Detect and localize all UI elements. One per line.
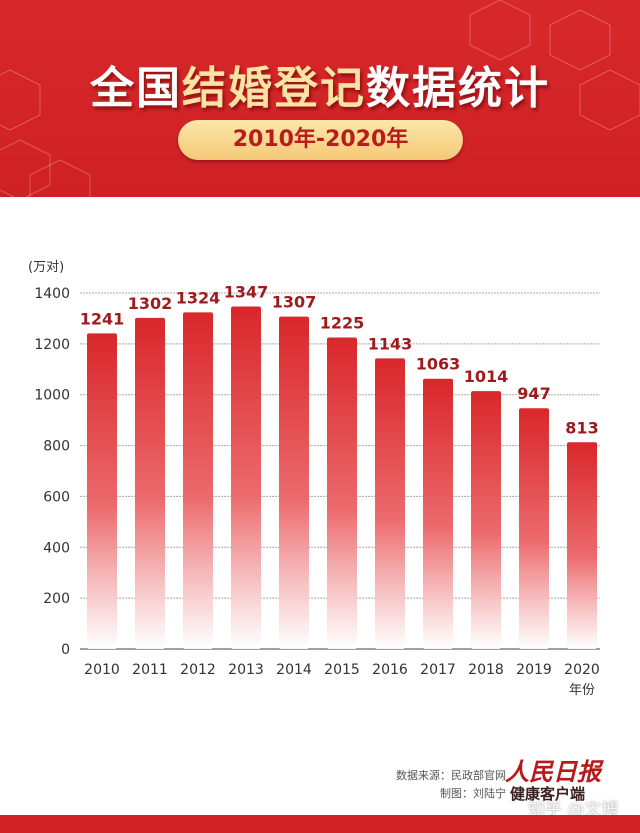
- bar-2010: [87, 333, 117, 649]
- title-part2: 数据统计: [366, 63, 550, 114]
- x-tick-label: 2019: [516, 662, 552, 678]
- title-highlight: 结婚登记: [182, 63, 366, 114]
- bar-2016: [375, 358, 405, 649]
- people-daily-logo: 人民日报: [505, 757, 601, 786]
- y-tick-label: 200: [43, 591, 70, 607]
- data-label: 1302: [128, 294, 173, 313]
- x-tick-label: 2014: [276, 662, 312, 678]
- footer-strip: [0, 815, 640, 833]
- year-range-badge: 2010年-2020年: [178, 120, 463, 160]
- data-label: 1241: [80, 309, 125, 328]
- data-label: 1014: [464, 367, 509, 386]
- bar-2018: [471, 391, 501, 649]
- bar-2011: [135, 317, 165, 649]
- x-tick-label: 2010: [84, 662, 120, 678]
- bar-2019: [519, 408, 549, 649]
- y-tick-label: 0: [61, 642, 70, 658]
- data-label: 947: [517, 384, 550, 403]
- y-tick-label: 800: [43, 439, 70, 455]
- data-label: 813: [565, 418, 598, 437]
- data-label: 1307: [272, 293, 317, 312]
- bar-2012: [183, 312, 213, 649]
- y-axis-label: (万对): [28, 260, 64, 275]
- x-tick-label: 2012: [180, 662, 216, 678]
- data-label: 1063: [416, 355, 461, 374]
- bar-2017: [423, 378, 453, 649]
- x-tick-label: 2013: [228, 662, 264, 678]
- source-credit: 数据来源：民政部官网 制图：刘陆宁: [396, 767, 506, 803]
- x-tick-label: 2011: [132, 662, 168, 678]
- logo-subtitle: 健康客户端: [510, 785, 586, 803]
- bar-2020: [567, 442, 597, 649]
- header-banner: 全国结婚登记数据统计 2010年-2020年: [0, 0, 640, 197]
- y-tick-label: 400: [43, 540, 70, 556]
- data-label: 1143: [368, 334, 413, 353]
- x-tick-label: 2018: [468, 662, 504, 678]
- data-label: 1347: [224, 282, 269, 301]
- y-tick-label: 1400: [34, 286, 70, 302]
- x-axis-label: 年份: [569, 683, 595, 698]
- chart-maker: 制图：刘陆宁: [440, 787, 506, 800]
- x-tick-label: 2020: [564, 662, 600, 678]
- bar-2013: [231, 306, 261, 649]
- x-tick-label: 2017: [420, 662, 456, 678]
- data-label: 1225: [320, 314, 365, 333]
- x-tick-label: 2015: [324, 662, 360, 678]
- y-tick-label: 1200: [34, 337, 70, 353]
- title-part1: 全国: [90, 63, 182, 114]
- data-label: 1324: [176, 288, 221, 307]
- y-tick-label: 600: [43, 489, 70, 505]
- bar-2014: [279, 316, 309, 649]
- x-tick-label: 2016: [372, 662, 408, 678]
- page-title: 全国结婚登记数据统计: [0, 52, 640, 116]
- hexagon-pattern: [0, 0, 640, 197]
- data-source: 数据来源：民政部官网: [396, 769, 506, 782]
- y-tick-label: 1000: [34, 388, 70, 404]
- bar-2015: [327, 337, 357, 649]
